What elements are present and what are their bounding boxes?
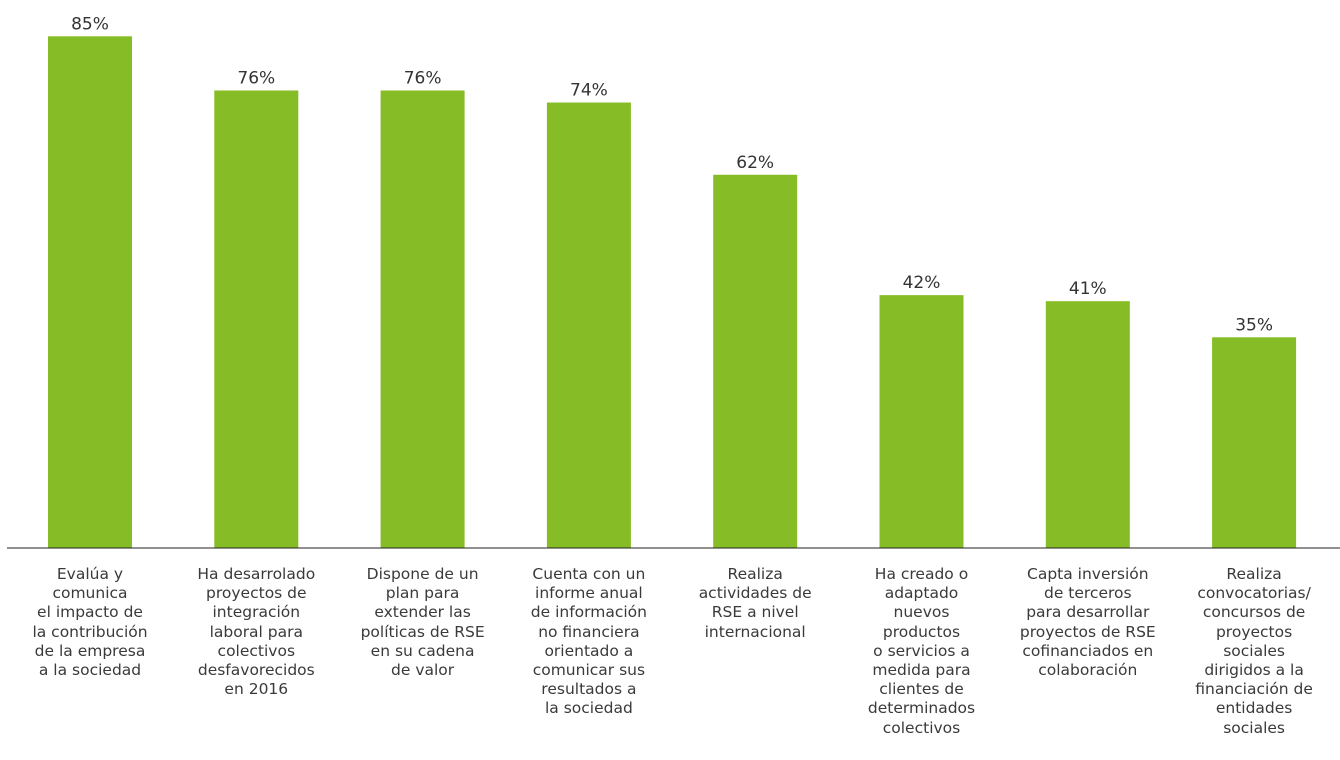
category-label: Realiza actividades de RSE a nivel inter… <box>698 565 812 641</box>
bar <box>1212 337 1297 548</box>
bar-value-label: 76% <box>237 68 275 88</box>
category-label: Ha creado o adaptado nuevos productos o … <box>867 565 976 737</box>
category-label: Cuenta con un informe anual de informaci… <box>530 565 647 718</box>
bar <box>48 36 132 549</box>
bar-value-label: 35% <box>1235 315 1273 335</box>
category-label: Evalúa y comunica el impacto de la contr… <box>32 565 148 680</box>
bar-value-label: 76% <box>404 68 442 88</box>
bar-value-label: 85% <box>71 14 109 34</box>
bars-group <box>48 36 1297 549</box>
bar <box>214 90 299 548</box>
bar <box>380 90 465 548</box>
category-label: Realiza convocatorias/ concursos de proy… <box>1195 565 1313 737</box>
value-labels-group: 85% 76% 76% 74% 62% 42% 41% 35% <box>71 14 1273 335</box>
bar <box>1045 301 1130 548</box>
bar-value-label: 62% <box>736 153 774 173</box>
bar <box>713 174 798 548</box>
bar-value-label: 74% <box>570 81 608 101</box>
bar-value-label: 41% <box>1069 279 1107 299</box>
bar <box>879 295 964 548</box>
bar <box>546 102 631 549</box>
category-label: Ha desarrolado proyectos de integración … <box>197 565 316 699</box>
category-label: Capta inversión de terceros para desarro… <box>1019 565 1156 680</box>
category-label: Dispone de un plan para extender las pol… <box>360 565 485 680</box>
bar-value-label: 42% <box>903 273 941 293</box>
